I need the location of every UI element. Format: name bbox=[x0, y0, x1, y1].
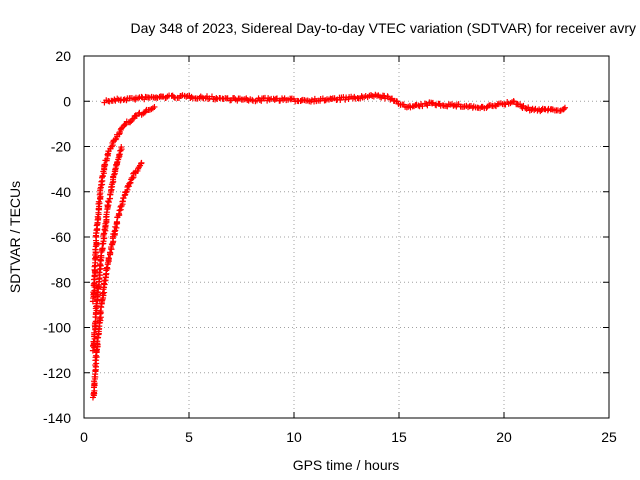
data-point bbox=[491, 102, 498, 109]
series-3 bbox=[89, 144, 125, 354]
data-point bbox=[116, 207, 123, 214]
data-point bbox=[127, 119, 134, 126]
data-point bbox=[110, 171, 117, 178]
data-point bbox=[415, 102, 422, 109]
data-point bbox=[106, 249, 113, 256]
data-point bbox=[322, 97, 329, 104]
data-point bbox=[328, 96, 335, 103]
x-tick-label: 0 bbox=[80, 429, 88, 445]
data-point bbox=[108, 241, 115, 248]
data-point bbox=[93, 300, 100, 307]
x-tick-label: 25 bbox=[601, 429, 617, 445]
data-point bbox=[170, 94, 177, 101]
data-point bbox=[112, 136, 119, 143]
grid-layer bbox=[84, 56, 609, 418]
data-point bbox=[151, 103, 158, 110]
y-tick-label: 0 bbox=[63, 93, 71, 109]
series-2 bbox=[89, 103, 158, 305]
data-point bbox=[104, 264, 111, 271]
data-point bbox=[424, 102, 431, 109]
data-point bbox=[376, 93, 383, 100]
series-4 bbox=[89, 159, 145, 401]
data-point bbox=[538, 107, 545, 114]
data-point bbox=[199, 94, 206, 101]
data-point bbox=[561, 104, 568, 111]
data-point bbox=[429, 100, 436, 107]
tick-layer: 20 0 -20 -40 -60 -80 -100 -120 -140 0 5 10 15 20 25 bbox=[43, 48, 617, 445]
series-1 bbox=[101, 91, 568, 115]
data-point bbox=[91, 329, 98, 336]
data-point bbox=[97, 303, 104, 310]
y-tick-label: -120 bbox=[43, 365, 71, 381]
data-point bbox=[188, 93, 195, 100]
x-tick-label: 5 bbox=[185, 429, 193, 445]
data-point bbox=[121, 121, 128, 128]
x-tick-label: 20 bbox=[496, 429, 512, 445]
data-point bbox=[115, 210, 122, 217]
data-point bbox=[127, 179, 134, 186]
data-layer bbox=[89, 91, 568, 401]
x-tick-label: 10 bbox=[286, 429, 302, 445]
data-point bbox=[135, 95, 142, 102]
y-tick-label: -80 bbox=[51, 274, 71, 290]
x-axis-label: GPS time / hours bbox=[293, 457, 400, 473]
data-point bbox=[117, 147, 124, 154]
data-point bbox=[120, 194, 127, 201]
y-tick-label: -20 bbox=[51, 139, 71, 155]
y-tick-label: -100 bbox=[43, 320, 71, 336]
data-point bbox=[525, 104, 532, 111]
y-tick-label: -60 bbox=[51, 229, 71, 245]
y-tick-label: -140 bbox=[43, 410, 71, 426]
x-tick-label: 15 bbox=[391, 429, 407, 445]
data-point bbox=[522, 105, 529, 112]
y-tick-label: -40 bbox=[51, 184, 71, 200]
data-point bbox=[118, 125, 125, 132]
data-point bbox=[104, 151, 111, 158]
data-point bbox=[556, 107, 563, 114]
data-point bbox=[105, 255, 112, 262]
data-point bbox=[138, 159, 145, 166]
y-axis-label: SDTVAR / TECUs bbox=[7, 181, 23, 293]
data-point bbox=[92, 352, 99, 359]
chart-title: Day 348 of 2023, Sidereal Day-to-day VTE… bbox=[131, 20, 637, 36]
data-point bbox=[560, 106, 567, 113]
data-point bbox=[118, 144, 125, 151]
data-point bbox=[98, 249, 105, 256]
y-tick-label: 20 bbox=[55, 48, 71, 64]
data-point bbox=[126, 180, 133, 187]
